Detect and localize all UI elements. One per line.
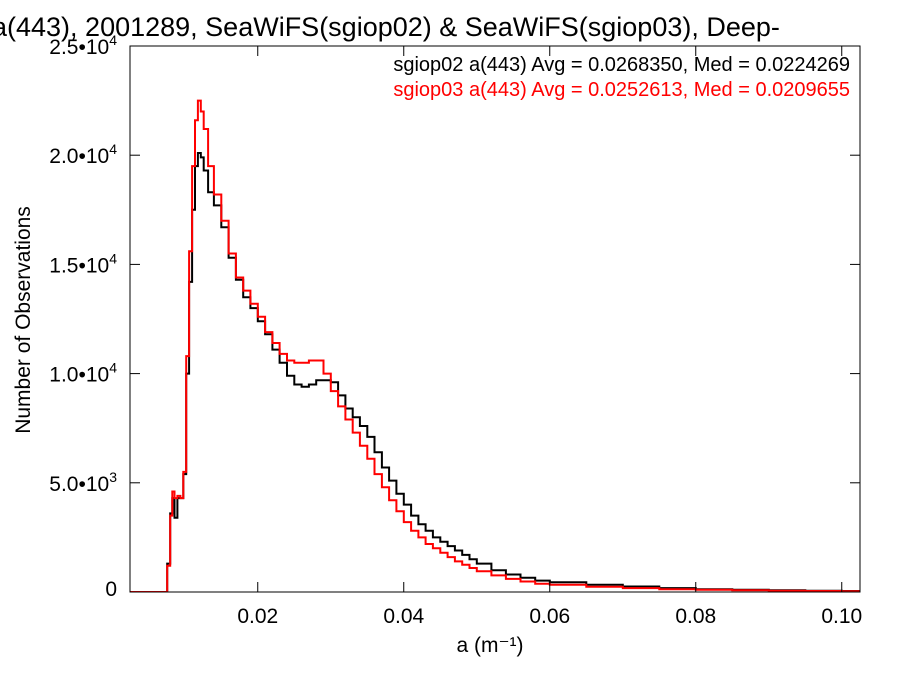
y-tick-label: 1.0•104: [49, 360, 117, 387]
y-tick-label: 5.0•103: [49, 469, 117, 496]
plot-frame: [129, 45, 861, 593]
series-line-sgiop02: [130, 152, 860, 592]
chart-title: a(443), 2001289, SeaWiFS(sgiop02) & SeaW…: [0, 12, 780, 42]
y-tick-label: 2.0•104: [49, 141, 117, 168]
x-tick-label: 0.02: [237, 605, 278, 628]
x-tick-label: 0.04: [383, 605, 424, 628]
series-line-sgiop03: [130, 99, 860, 592]
y-axis-label: Number of Observations: [12, 206, 35, 434]
legend-entry-sgiop03: sgiop03 a(443) Avg = 0.0252613, Med = 0.…: [393, 79, 850, 101]
x-tick-label: 0.10: [821, 605, 862, 628]
y-tick-label: 2.5•104: [49, 32, 117, 59]
x-tick-label: 0.08: [675, 605, 716, 628]
y-tick-label: 1.5•104: [49, 250, 117, 277]
x-axis-label: a (m⁻¹): [456, 634, 523, 657]
y-tick-label: 0: [105, 578, 117, 601]
legend-entry-sgiop02: sgiop02 a(443) Avg = 0.0268350, Med = 0.…: [393, 54, 850, 76]
x-tick-label: 0.06: [529, 605, 570, 628]
